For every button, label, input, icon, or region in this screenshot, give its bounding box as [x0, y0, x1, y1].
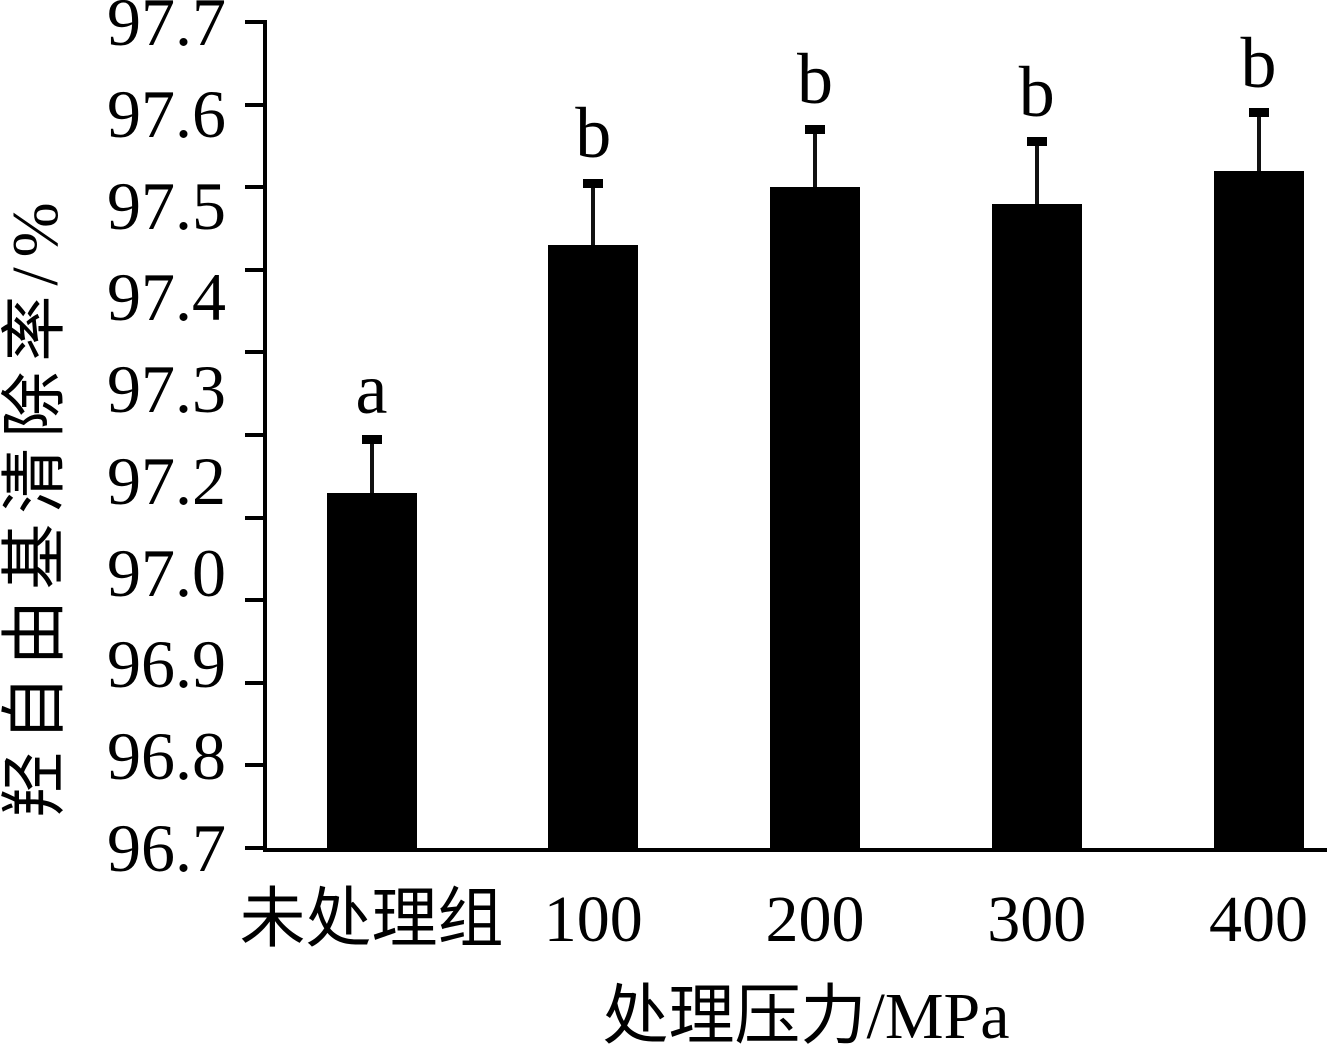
error-bar-line [813, 129, 817, 188]
bar [548, 245, 639, 848]
error-bar-cap [583, 178, 604, 188]
y-axis-tick [245, 515, 263, 520]
significance-letter: a [355, 349, 388, 430]
x-category-label: 300 [987, 883, 1087, 956]
y-axis-tick [245, 846, 263, 850]
y-tick-label: 97.6 [107, 75, 226, 152]
error-bar-line [591, 183, 596, 245]
y-axis-tick [245, 102, 263, 107]
error-bar-line [1034, 141, 1039, 204]
y-tick-label: 96.7 [107, 810, 226, 886]
bar [991, 203, 1082, 848]
y-tick-label: 96.9 [107, 626, 226, 703]
x-category-label: 200 [765, 883, 865, 956]
error-bar-line [1256, 112, 1261, 171]
y-axis-tick [245, 433, 263, 437]
y-axis-tick [245, 185, 263, 190]
x-axis-title: 处理压力/MPa [602, 980, 1010, 1049]
y-tick-label: 97.2 [107, 442, 226, 519]
y-tick-label: 97.0 [107, 534, 226, 611]
y-tick-label: 97.5 [107, 167, 226, 244]
bar [1213, 170, 1304, 848]
error-bar-cap [361, 434, 382, 444]
y-tick-label: 96.8 [107, 718, 226, 795]
bar [770, 187, 860, 848]
y-axis-tick [245, 267, 263, 272]
plot-area [263, 20, 1327, 852]
y-axis-tick [245, 350, 263, 355]
y-axis-tick [245, 598, 263, 603]
error-bar-cap [1026, 137, 1047, 147]
significance-letter: b [575, 93, 612, 174]
significance-letter: b [1018, 51, 1055, 132]
significance-letter: b [1240, 22, 1277, 103]
y-tick-label: 97.7 [107, 0, 226, 60]
x-category-label: 100 [543, 883, 643, 956]
error-bar-line [369, 439, 374, 493]
error-bar-cap [805, 124, 825, 134]
y-tick-label: 97.3 [107, 351, 226, 428]
y-tick-label: 97.4 [107, 259, 226, 336]
y-axis-tick [245, 20, 263, 24]
y-axis-tick [245, 680, 263, 685]
error-bar-cap [1248, 108, 1269, 118]
bar [326, 492, 417, 848]
significance-letter: b [797, 39, 833, 120]
x-category-label: 400 [1209, 883, 1308, 956]
x-category-label: 未处理组 [239, 883, 504, 956]
y-axis-tick [245, 763, 263, 768]
